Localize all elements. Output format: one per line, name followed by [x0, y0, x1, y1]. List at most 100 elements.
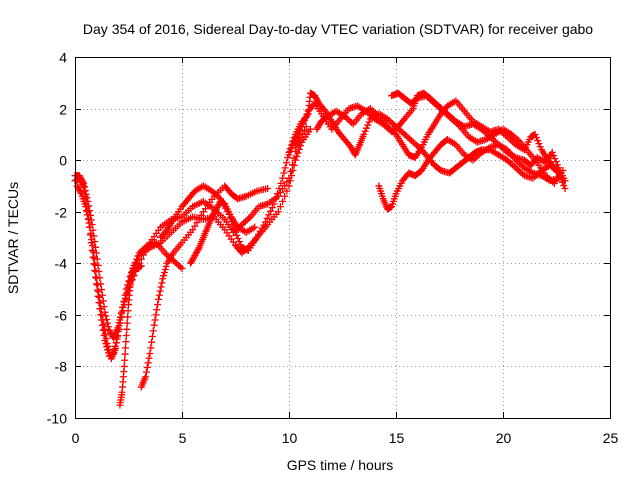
plus-marker — [274, 208, 282, 216]
plus-marker — [116, 316, 124, 324]
plus-marker — [294, 135, 302, 143]
plus-marker — [273, 190, 281, 198]
plus-marker — [150, 321, 158, 329]
plus-marker — [83, 207, 91, 215]
plus-marker — [309, 101, 317, 109]
x-tick-label: 10 — [282, 430, 298, 446]
plus-marker — [237, 241, 245, 249]
plus-marker — [281, 164, 289, 172]
plus-marker — [119, 304, 127, 312]
y-tick-label: -2 — [55, 205, 68, 221]
y-tick-label: 4 — [59, 50, 67, 66]
y-tick-label: 2 — [59, 102, 67, 118]
y-tick-label: 0 — [59, 153, 67, 169]
plus-marker — [268, 204, 276, 212]
plus-marker — [233, 231, 241, 239]
plus-marker — [364, 121, 372, 129]
plus-marker — [162, 262, 170, 270]
plus-marker — [155, 291, 163, 299]
plus-marker — [160, 272, 168, 280]
plus-marker — [120, 362, 128, 370]
y-tick-label: -8 — [55, 359, 68, 375]
plus-marker — [295, 131, 303, 139]
plus-marker — [561, 177, 569, 185]
plus-marker — [535, 140, 543, 148]
plus-marker — [154, 295, 162, 303]
plus-marker — [96, 299, 104, 307]
plus-marker — [234, 235, 242, 243]
x-axis-title: GPS time / hours — [287, 457, 394, 473]
plus-marker — [399, 116, 407, 124]
plus-marker — [265, 211, 273, 219]
plus-marker — [160, 269, 168, 277]
plus-marker — [94, 281, 102, 289]
plus-marker — [92, 243, 100, 251]
plus-marker — [362, 124, 370, 132]
plus-marker — [298, 123, 306, 131]
plus-marker — [285, 174, 293, 182]
plus-marker — [89, 242, 97, 250]
plus-marker — [122, 338, 130, 346]
y-tick-label: -4 — [55, 256, 68, 272]
plus-marker — [93, 274, 101, 282]
plus-marker — [143, 363, 151, 371]
plus-marker — [104, 323, 112, 331]
plus-marker — [88, 236, 96, 244]
plus-marker — [101, 325, 109, 333]
plus-marker — [156, 287, 164, 295]
plus-marker — [162, 227, 170, 235]
plus-marker — [148, 333, 156, 341]
axis-ticks: 0 5 10 15 20 25 -10 -8 -6 -4 -2 0 2 4 — [47, 50, 619, 447]
plus-marker — [195, 215, 203, 223]
series-track-h — [285, 89, 569, 193]
plus-marker — [122, 285, 130, 293]
plus-marker — [532, 133, 540, 141]
plus-marker — [103, 339, 111, 347]
plus-marker — [104, 319, 112, 327]
x-tick-label: 0 — [72, 430, 80, 446]
plus-marker — [101, 330, 109, 338]
plus-marker — [154, 301, 162, 309]
plus-marker — [361, 127, 369, 135]
plus-marker — [291, 143, 299, 151]
plus-marker — [299, 120, 307, 128]
y-tick-label: -10 — [47, 411, 67, 427]
plus-marker — [159, 275, 167, 283]
plus-marker — [293, 139, 301, 147]
plus-marker — [552, 158, 560, 166]
plus-marker — [93, 255, 101, 263]
plus-marker — [279, 174, 287, 182]
plus-marker — [84, 215, 92, 223]
plus-marker — [102, 312, 110, 320]
plus-marker — [146, 350, 154, 358]
plus-marker — [85, 219, 93, 227]
series-track-d — [116, 262, 145, 409]
plus-marker — [276, 189, 284, 197]
series-track-l — [388, 89, 567, 187]
x-tick-label: 15 — [389, 430, 405, 446]
plus-marker — [157, 283, 165, 291]
plus-marker — [303, 110, 311, 118]
plus-marker — [100, 321, 108, 329]
plus-marker — [551, 155, 559, 163]
series-track-k — [375, 136, 563, 213]
plus-marker — [297, 142, 305, 150]
plus-marker — [86, 223, 94, 231]
series-track-g — [187, 197, 259, 267]
plus-marker — [280, 169, 288, 177]
plus-marker — [145, 354, 153, 362]
plus-marker — [139, 251, 147, 259]
x-tick-label: 25 — [603, 430, 619, 446]
plus-marker — [152, 311, 160, 319]
plus-marker — [158, 279, 166, 287]
plus-marker — [142, 373, 150, 381]
plus-marker — [559, 166, 567, 174]
plus-marker — [281, 181, 289, 189]
series-track-i — [291, 89, 569, 185]
plus-marker — [124, 313, 132, 321]
plus-marker — [290, 154, 298, 162]
plus-marker — [412, 95, 420, 103]
y-tick-label: -6 — [55, 308, 68, 324]
plus-marker — [365, 118, 373, 126]
